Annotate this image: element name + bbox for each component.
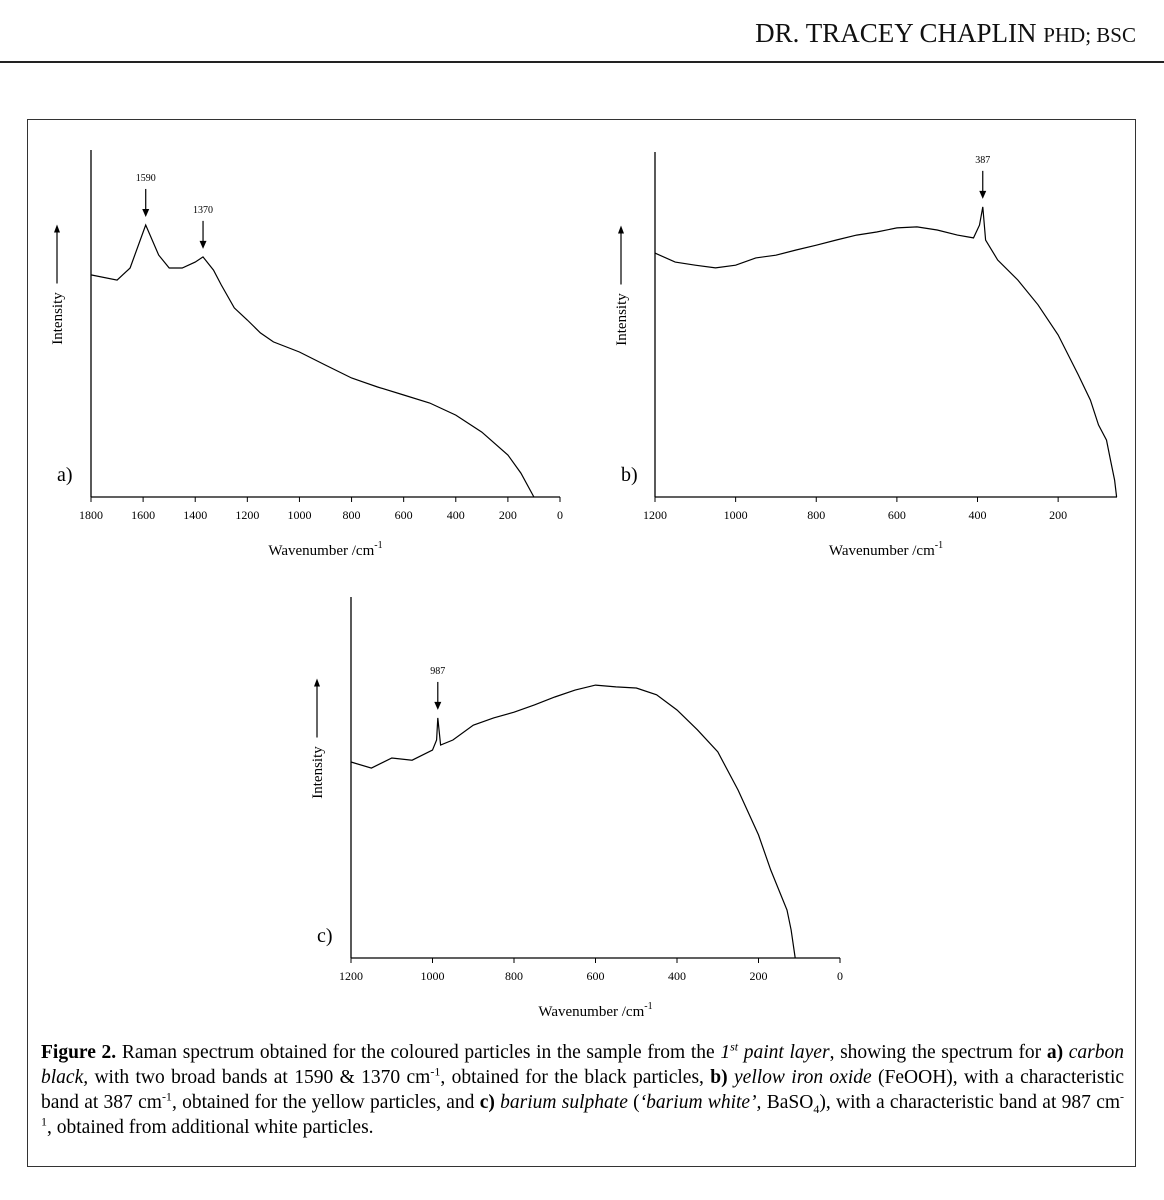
author-name: DR. TRACEY CHAPLIN <box>755 18 1037 48</box>
x-tick-label: 400 <box>969 508 987 522</box>
caption-run: , obtained from additional white particl… <box>47 1117 374 1138</box>
caption-run: -1 <box>161 1089 172 1104</box>
caption-run: -1 <box>41 1089 1125 1129</box>
x-tick-label: 600 <box>587 969 605 983</box>
x-tick-label: 1800 <box>79 508 103 522</box>
caption-run: ( <box>627 1092 640 1113</box>
panel-label: b) <box>621 464 638 486</box>
y-axis-arrowhead <box>54 224 60 233</box>
x-axis-label: Wavenumber /cm-1 <box>829 540 943 559</box>
y-axis-arrowhead <box>314 678 320 687</box>
peak-label: 1370 <box>193 205 213 216</box>
x-tick-label: 1400 <box>183 508 207 522</box>
spectrum-line <box>654 206 1118 498</box>
caption-run: c) <box>479 1092 495 1113</box>
caption-run: barium sulphate <box>494 1092 628 1113</box>
x-tick-label: 1000 <box>724 508 748 522</box>
x-tick-label: 800 <box>343 508 361 522</box>
x-axis-label: Wavenumber /cm-1 <box>268 540 382 559</box>
x-tick-label: 600 <box>888 508 906 522</box>
x-tick-label: 200 <box>1049 508 1067 522</box>
header-rule <box>0 61 1164 63</box>
caption-run: carbon black, <box>41 1042 1124 1088</box>
spectrum-line <box>90 223 535 498</box>
x-tick-label: 600 <box>395 508 413 522</box>
caption-run: , obtained for the black particles, <box>440 1067 711 1088</box>
y-axis-label: Intensity <box>614 293 630 346</box>
peak-arrowhead <box>199 240 207 249</box>
x-axis-label: Wavenumber /cm-1 <box>538 1001 652 1020</box>
caption-run: 4 <box>813 1101 820 1116</box>
caption-run: with two broad bands at 1590 & 1370 cm <box>88 1067 431 1088</box>
x-axis-label-sup: -1 <box>644 1001 652 1012</box>
caption-run: paint layer <box>738 1042 830 1063</box>
caption-run: Figure 2. <box>41 1042 117 1063</box>
caption-run: yellow iron oxide <box>727 1067 872 1088</box>
caption-run: ‘barium white’, <box>639 1092 762 1113</box>
x-tick-label: 0 <box>557 508 563 522</box>
x-tick-label: 200 <box>499 508 517 522</box>
peak-label: 387 <box>975 155 990 166</box>
peak-arrowhead <box>142 208 150 217</box>
x-tick-label: 200 <box>750 969 768 983</box>
y-axis-arrowhead <box>618 225 624 234</box>
caption-run: , showing the spectrum for <box>829 1042 1047 1063</box>
spectrum-line <box>350 684 796 959</box>
caption-run: 1 <box>720 1042 731 1063</box>
panel-label: a) <box>57 464 73 486</box>
x-tick-label: 400 <box>447 508 465 522</box>
caption-run: Raman spectrum obtained for the coloured… <box>116 1042 721 1063</box>
y-axis-label: Intensity <box>310 746 326 799</box>
peak-arrowhead <box>434 701 442 710</box>
x-tick-label: 800 <box>807 508 825 522</box>
x-tick-label: 0 <box>837 969 843 983</box>
y-axis-label: Intensity <box>50 292 66 345</box>
caption-run: a) <box>1046 1042 1064 1063</box>
caption-run: b) <box>710 1067 728 1088</box>
x-axis-label-text: Wavenumber /cm <box>268 543 374 559</box>
caption-run: ), with a characteristic band at 987 cm <box>819 1092 1121 1113</box>
x-axis-label-sup: -1 <box>374 540 382 551</box>
peak-label: 987 <box>430 666 445 677</box>
x-tick-label: 1000 <box>287 508 311 522</box>
caption-run: -1 <box>430 1064 441 1079</box>
peak-label: 1590 <box>136 173 156 184</box>
caption-run: (FeOOH), with a characteristic band at 3… <box>41 1067 1125 1113</box>
caption-run: st <box>730 1039 739 1054</box>
x-tick-label: 1200 <box>643 508 667 522</box>
panel-label: c) <box>317 925 333 947</box>
x-tick-label: 800 <box>505 969 523 983</box>
x-tick-label: 1000 <box>421 969 445 983</box>
x-tick-label: 1200 <box>339 969 363 983</box>
x-axis-label-text: Wavenumber /cm <box>538 1004 644 1020</box>
caption-run: , obtained for the yellow particles, and <box>171 1092 480 1113</box>
x-axis-label-sup: -1 <box>935 540 943 551</box>
x-tick-label: 1600 <box>131 508 155 522</box>
figure-frame <box>27 119 1136 1167</box>
figure-caption: Figure 2. Raman spectrum obtained for th… <box>41 1040 1124 1140</box>
x-tick-label: 400 <box>668 969 686 983</box>
header: DR. TRACEY CHAPLIN PHD; BSC <box>755 18 1136 49</box>
author-credentials: PHD; BSC <box>1043 23 1136 47</box>
x-axis-label-text: Wavenumber /cm <box>829 543 935 559</box>
x-tick-label: 1200 <box>235 508 259 522</box>
caption-run: BaSO <box>761 1092 814 1113</box>
peak-arrowhead <box>979 190 987 199</box>
